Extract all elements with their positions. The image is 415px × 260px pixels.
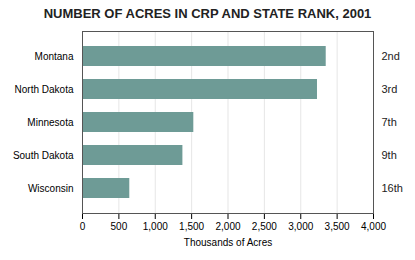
- svg-text:16th: 16th: [382, 182, 403, 194]
- svg-text:North Dakota: North Dakota: [15, 84, 74, 95]
- svg-text:0: 0: [80, 221, 86, 232]
- svg-text:South Dakota: South Dakota: [13, 150, 74, 161]
- svg-text:9th: 9th: [382, 149, 397, 161]
- svg-text:500: 500: [111, 221, 128, 232]
- svg-text:Minnesota: Minnesota: [27, 117, 74, 128]
- svg-text:1,000: 1,000: [143, 221, 168, 232]
- svg-text:Thousands of Acres: Thousands of Acres: [184, 237, 272, 248]
- svg-text:3,500: 3,500: [325, 221, 350, 232]
- svg-text:2nd: 2nd: [382, 50, 400, 62]
- svg-text:2,500: 2,500: [252, 221, 277, 232]
- svg-text:1,500: 1,500: [179, 221, 204, 232]
- svg-text:Wisconsin: Wisconsin: [28, 183, 74, 194]
- svg-text:3rd: 3rd: [382, 83, 398, 95]
- svg-text:Montana: Montana: [35, 51, 74, 62]
- svg-text:4,000: 4,000: [361, 221, 386, 232]
- html-text:NUMBER OF ACRES IN CRP AND STA: NUMBER OF ACRES IN CRP AND STATE RANK, 2…: [43, 6, 372, 21]
- svg-text:3,000: 3,000: [288, 221, 313, 232]
- svg-text:7th: 7th: [382, 116, 397, 128]
- svg-text:2,000: 2,000: [215, 221, 240, 232]
